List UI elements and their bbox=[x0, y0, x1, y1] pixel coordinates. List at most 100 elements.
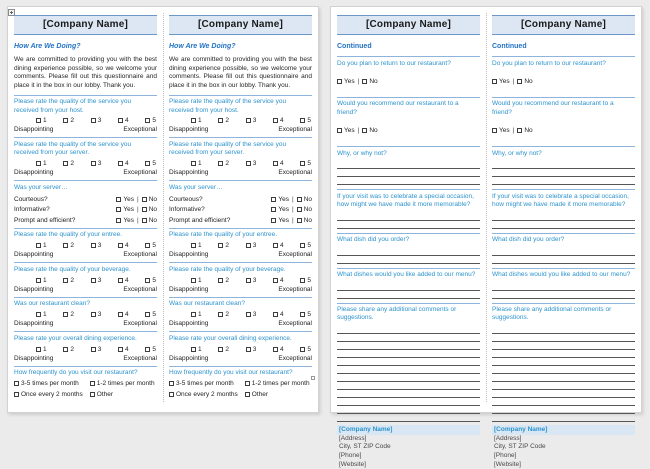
answer-line[interactable] bbox=[492, 177, 635, 186]
answer-lines[interactable] bbox=[492, 213, 635, 229]
scale-option-4[interactable]: 4 bbox=[273, 346, 284, 353]
footer-phone[interactable]: [Phone] bbox=[494, 452, 517, 460]
checkbox-icon[interactable] bbox=[362, 128, 368, 134]
checkbox-icon[interactable] bbox=[218, 118, 224, 124]
answer-line[interactable] bbox=[492, 366, 635, 374]
scale-option-2[interactable]: 2 bbox=[218, 346, 229, 353]
scale-option-3[interactable]: 3 bbox=[245, 311, 256, 318]
footer-company-name[interactable]: [Company Name] bbox=[337, 424, 480, 435]
scale-option-2[interactable]: 2 bbox=[218, 117, 229, 124]
checkbox-icon[interactable] bbox=[244, 392, 250, 398]
footer-website[interactable]: [Website] bbox=[339, 460, 366, 468]
footer-phone[interactable]: [Phone] bbox=[339, 452, 362, 460]
checkbox-icon[interactable] bbox=[245, 161, 251, 167]
checkbox-icon[interactable] bbox=[517, 78, 523, 84]
scale-option-2[interactable]: 2 bbox=[63, 160, 74, 167]
checkbox-icon[interactable] bbox=[141, 196, 147, 202]
checkbox-icon[interactable] bbox=[36, 277, 41, 283]
scale-option-4[interactable]: 4 bbox=[118, 160, 129, 167]
scale-option-3[interactable]: 3 bbox=[90, 346, 101, 353]
scale-option-5[interactable]: 5 bbox=[300, 311, 311, 318]
frequency-option[interactable]: Once every 2 months bbox=[14, 391, 90, 398]
checkbox-icon[interactable] bbox=[191, 243, 196, 249]
checkbox-icon[interactable] bbox=[271, 196, 277, 202]
answer-line[interactable] bbox=[337, 366, 480, 374]
checkbox-icon[interactable] bbox=[271, 217, 277, 223]
scale-option-5[interactable]: 5 bbox=[145, 117, 156, 124]
answer-line[interactable] bbox=[492, 342, 635, 350]
footer-address[interactable]: [Address] bbox=[339, 434, 367, 442]
answer-lines[interactable] bbox=[492, 326, 635, 422]
footer-address[interactable]: [Address] bbox=[494, 434, 522, 442]
checkbox-icon[interactable] bbox=[273, 346, 279, 352]
answer-line[interactable] bbox=[492, 169, 635, 178]
scale-option-3[interactable]: 3 bbox=[245, 277, 256, 284]
checkbox-icon[interactable] bbox=[36, 346, 41, 352]
answer-lines[interactable] bbox=[492, 161, 635, 186]
scale-option-1[interactable]: 1 bbox=[191, 117, 202, 124]
answer-line[interactable] bbox=[337, 414, 480, 422]
checkbox-icon[interactable] bbox=[492, 78, 497, 84]
scale-option-5[interactable]: 5 bbox=[300, 160, 311, 167]
checkbox-icon[interactable] bbox=[517, 128, 523, 134]
frequency-option[interactable]: Other bbox=[244, 391, 312, 398]
answer-line[interactable] bbox=[337, 358, 480, 366]
checkbox-icon[interactable] bbox=[145, 118, 151, 124]
scale-option-4[interactable]: 4 bbox=[273, 311, 284, 318]
checkbox-icon[interactable] bbox=[169, 381, 174, 387]
answer-lines[interactable] bbox=[492, 283, 635, 299]
answer-line[interactable] bbox=[492, 291, 635, 299]
checkbox-icon[interactable] bbox=[300, 243, 306, 249]
checkbox-icon[interactable] bbox=[14, 392, 19, 398]
scale-option-3[interactable]: 3 bbox=[245, 117, 256, 124]
answer-line[interactable] bbox=[337, 291, 480, 299]
checkbox-icon[interactable] bbox=[191, 312, 196, 318]
answer-line[interactable] bbox=[337, 213, 480, 221]
scale-option-2[interactable]: 2 bbox=[63, 346, 74, 353]
checkbox-icon[interactable] bbox=[273, 312, 279, 318]
checkbox-icon[interactable] bbox=[169, 392, 174, 398]
scale-option-3[interactable]: 3 bbox=[90, 242, 101, 249]
company-name-header[interactable]: [Company Name] bbox=[492, 15, 635, 35]
checkbox-icon[interactable] bbox=[362, 78, 368, 84]
answer-line[interactable] bbox=[492, 334, 635, 342]
frequency-option[interactable]: Other bbox=[89, 391, 157, 398]
scale-option-5[interactable]: 5 bbox=[145, 160, 156, 167]
answer-line[interactable] bbox=[337, 406, 480, 414]
footer-city[interactable]: City, ST ZIP Code bbox=[339, 443, 391, 451]
answer-lines[interactable] bbox=[337, 161, 480, 186]
checkbox-icon[interactable] bbox=[145, 346, 151, 352]
scale-option-1[interactable]: 1 bbox=[36, 160, 47, 167]
checkbox-icon[interactable] bbox=[63, 277, 69, 283]
checkbox-icon[interactable] bbox=[63, 243, 69, 249]
checkbox-icon[interactable] bbox=[273, 243, 279, 249]
checkbox-icon[interactable] bbox=[300, 118, 306, 124]
scale-option-4[interactable]: 4 bbox=[273, 277, 284, 284]
scale-option-1[interactable]: 1 bbox=[36, 311, 47, 318]
checkbox-icon[interactable] bbox=[191, 277, 196, 283]
checkbox-icon[interactable] bbox=[36, 161, 41, 167]
checkbox-icon[interactable] bbox=[63, 346, 69, 352]
scale-option-5[interactable]: 5 bbox=[300, 346, 311, 353]
answer-line[interactable] bbox=[337, 382, 480, 390]
answer-line[interactable] bbox=[492, 406, 635, 414]
checkbox-icon[interactable] bbox=[14, 381, 19, 387]
scale-option-4[interactable]: 4 bbox=[118, 311, 129, 318]
scale-option-2[interactable]: 2 bbox=[63, 277, 74, 284]
checkbox-icon[interactable] bbox=[300, 161, 306, 167]
scale-option-3[interactable]: 3 bbox=[245, 242, 256, 249]
checkbox-icon[interactable] bbox=[145, 312, 151, 318]
frequency-option[interactable]: 1-2 times per month bbox=[244, 380, 312, 387]
checkbox-icon[interactable] bbox=[296, 196, 302, 202]
checkbox-icon[interactable] bbox=[90, 243, 96, 249]
answer-line[interactable] bbox=[337, 342, 480, 350]
answer-line[interactable] bbox=[337, 326, 480, 334]
answer-lines[interactable] bbox=[492, 248, 635, 264]
scale-option-4[interactable]: 4 bbox=[273, 117, 284, 124]
scale-option-3[interactable]: 3 bbox=[90, 277, 101, 284]
checkbox-icon[interactable] bbox=[245, 346, 251, 352]
checkbox-icon[interactable] bbox=[273, 277, 279, 283]
scale-option-4[interactable]: 4 bbox=[118, 242, 129, 249]
checkbox-icon[interactable] bbox=[218, 346, 224, 352]
answer-line[interactable] bbox=[492, 382, 635, 390]
